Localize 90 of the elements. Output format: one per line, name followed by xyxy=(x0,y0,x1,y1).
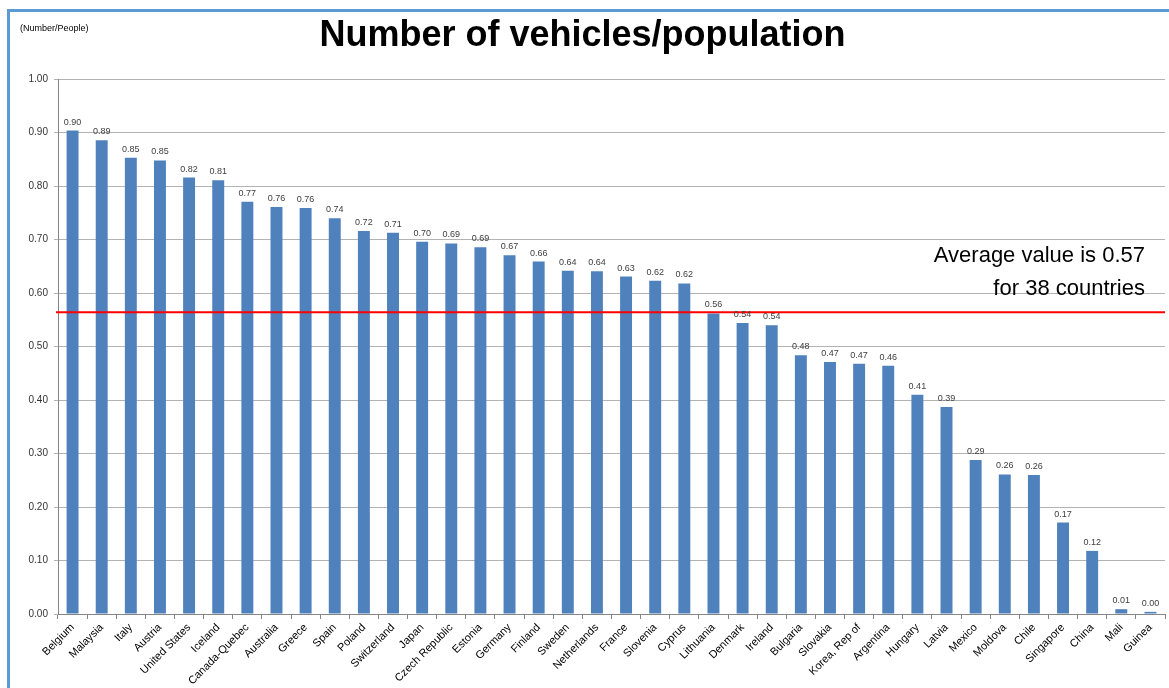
bar xyxy=(183,177,196,614)
y-tick-label: 0.90 xyxy=(28,126,49,138)
data-label: 0.66 xyxy=(529,247,548,258)
data-label: 0.76 xyxy=(267,193,286,203)
bar xyxy=(649,280,662,614)
bar xyxy=(212,180,225,614)
bar xyxy=(1027,474,1040,614)
bar xyxy=(590,271,603,614)
bar xyxy=(357,231,370,614)
bar xyxy=(299,208,312,614)
y-tick-label: 0.00 xyxy=(28,607,49,619)
bar xyxy=(1086,550,1099,614)
bar xyxy=(678,283,691,614)
y-tick-label: 0.10 xyxy=(28,554,49,566)
bar xyxy=(824,362,836,614)
data-label: 0.62 xyxy=(646,266,664,277)
y-axis-title: (Number/People) xyxy=(20,23,89,34)
bar xyxy=(1115,609,1128,614)
bar xyxy=(387,232,399,614)
data-label: 0.72 xyxy=(355,217,373,228)
data-label: 0.85 xyxy=(151,146,169,157)
data-label: 0.77 xyxy=(238,187,257,198)
y-tick-label: 0.30 xyxy=(28,447,49,459)
data-label: 0.41 xyxy=(908,380,927,391)
data-label: 0.12 xyxy=(1083,536,1101,547)
bar xyxy=(532,261,545,614)
data-label: 0.47 xyxy=(821,348,839,359)
data-label: 0.69 xyxy=(471,233,490,244)
bar xyxy=(998,474,1011,614)
bar xyxy=(1057,522,1070,614)
data-label: 0.62 xyxy=(675,269,694,280)
annotation: Average value is 0.57 for 38 countries xyxy=(933,241,1145,300)
bar xyxy=(940,407,953,614)
bar xyxy=(969,459,982,614)
data-label: 0.82 xyxy=(180,163,198,174)
y-tick-label: 0.60 xyxy=(28,286,49,298)
data-label: 0.26 xyxy=(1025,460,1043,471)
bar xyxy=(153,160,166,614)
data-label: 0.76 xyxy=(296,194,315,205)
data-label: 0.47 xyxy=(850,349,868,360)
bar xyxy=(124,157,137,614)
data-label: 0.70 xyxy=(413,227,431,238)
bar xyxy=(95,140,108,614)
bar xyxy=(474,247,487,614)
bar xyxy=(445,243,458,614)
bar xyxy=(416,241,429,614)
y-tick-label: 0.20 xyxy=(28,500,49,512)
data-label: 0.00 xyxy=(1141,597,1160,608)
y-tick-label: 0.70 xyxy=(28,233,49,245)
data-label: 0.29 xyxy=(966,445,985,456)
bar xyxy=(241,201,254,614)
bar xyxy=(620,276,633,614)
data-label: 0.17 xyxy=(1054,508,1072,519)
data-label: 0.56 xyxy=(704,299,723,310)
bar xyxy=(328,218,341,614)
bar xyxy=(270,207,283,614)
y-tick-label: 0.40 xyxy=(28,393,49,405)
y-tick-label: 1.00 xyxy=(28,72,49,84)
bar xyxy=(503,255,516,614)
bar xyxy=(853,363,866,614)
x-tick-label: Italy xyxy=(111,620,135,644)
data-label: 0.01 xyxy=(1112,595,1131,606)
data-label: 0.63 xyxy=(617,262,635,273)
data-label: 0.90 xyxy=(63,116,82,127)
data-label: 0.26 xyxy=(996,460,1014,471)
data-label: 0.89 xyxy=(92,126,111,137)
data-label: 0.74 xyxy=(325,204,344,215)
bar xyxy=(765,325,778,614)
chart-title: Number of vehicles/population xyxy=(319,12,846,54)
data-label: 0.81 xyxy=(209,166,227,177)
bar xyxy=(911,394,924,614)
data-label: 0.64 xyxy=(588,257,606,268)
data-label: 0.39 xyxy=(937,393,956,404)
bar xyxy=(736,323,749,614)
data-label: 0.85 xyxy=(122,143,140,154)
data-label: 0.69 xyxy=(442,229,461,240)
data-label: 0.48 xyxy=(792,341,810,352)
data-label: 0.67 xyxy=(500,241,519,252)
bar xyxy=(561,270,574,614)
data-label: 0.46 xyxy=(879,351,898,362)
bar xyxy=(882,365,895,614)
data-label: 0.64 xyxy=(559,256,577,267)
bar xyxy=(66,130,79,614)
data-label: 0.54 xyxy=(762,311,781,322)
bar xyxy=(794,355,807,614)
data-label: 0.71 xyxy=(384,218,402,229)
y-tick-label: 0.80 xyxy=(28,179,49,191)
y-tick-label: 0.50 xyxy=(28,340,49,352)
bar xyxy=(707,313,720,614)
x-tick-label: Mali xyxy=(1102,620,1125,644)
